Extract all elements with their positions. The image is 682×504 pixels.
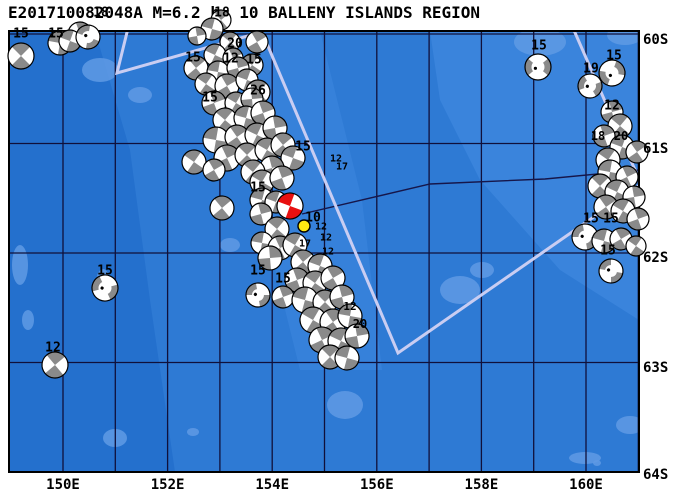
depth-label: 10 [305,211,321,226]
latitude-label: 64S [643,467,668,483]
focal-mechanism-beachball [202,158,226,182]
depth-label: 17 [299,239,311,250]
focal-mechanism-beachball [280,145,306,171]
depth-label: 15 [600,244,616,259]
depth-label: 15 [13,27,29,42]
depth-label: 12 [604,99,620,114]
plot-title: E201710082048A M=6.2 h= 10 BALLENY ISLAN… [8,3,481,22]
depth-label: 12 [330,154,342,165]
focal-mechanism-beachball [625,235,647,257]
depth-label: 15 [583,212,599,227]
focal-mechanism-beachball [598,59,626,87]
latitude-label: 60S [643,32,668,48]
focal-mechanism-beachball [329,284,355,310]
depth-label: 15 [246,53,262,68]
focal-mechanism-beachball [626,207,650,231]
depth-label: 26 [250,84,266,99]
bathymetry-patch [616,416,639,434]
depth-label: 15 [275,272,291,287]
longitude-label: 158E [465,477,499,493]
focal-mechanism-beachball [226,56,250,80]
depth-label: 15 [606,49,622,64]
depth-label: 15 [250,181,266,196]
bathymetry-patch [187,428,199,436]
depth-label: 18 [214,6,230,21]
depth-label: 15 [531,39,547,54]
focal-mechanism-beachball [187,26,207,46]
focal-mechanism-beachball [200,17,224,41]
depth-label: 15 [250,264,266,279]
bathymetry-patch [569,452,601,464]
depth-label: 15 [202,91,218,106]
focal-mechanism-beachball [271,285,295,309]
graticule [9,31,639,472]
bathymetry-patch [607,31,639,45]
bathymetry-patch [593,460,601,466]
epicenter-dot [297,219,311,233]
focal-mechanism-beachball [299,306,327,334]
focal-mechanism-beachball [91,274,119,302]
focal-mechanism-beachball [41,351,69,379]
latitude-label: 62S [643,250,668,266]
bathymetry-patch [22,310,34,330]
focal-mechanism-beachball [577,73,603,99]
focal-mechanism-beachball [75,24,101,50]
depth-label: 20 [614,129,628,143]
focal-mechanism-beachball [257,245,283,271]
focal-mechanism-beachball [344,323,370,349]
longitude-label: 150E [46,477,80,493]
latitude-label: 63S [643,360,668,376]
depth-label: 12 [315,222,327,233]
bathymetry-patch [440,276,480,304]
focal-mechanism-beachball [598,258,624,284]
depth-label: 20 [353,317,367,331]
depth-label: 12 [343,300,356,313]
main-event-beachball [276,192,304,220]
bathymetry-patch [12,245,28,285]
depth-label: 12 [322,247,334,258]
focal-mechanism-beachball [194,72,218,96]
depth-label: 12 [45,341,61,356]
bathymetry-patch [128,87,152,103]
axis-labels: 150E 152E 154E 156E 158E 160E 60S 61S 62S 63S 64S [46,32,668,493]
depth-label: 12 [223,52,239,67]
focal-mechanism-beachball [245,30,269,54]
depth-label: 15 [603,212,619,227]
depth-label: 19 [583,62,599,77]
depth-label: 20 [227,37,243,52]
depth-label: 17 [336,162,348,173]
focal-mechanism-beachball [245,282,271,308]
bathymetry-patch [327,391,363,419]
focal-mechanism-beachball [625,140,649,164]
focal-mechanism-beachball [209,195,235,221]
latitude-label: 61S [643,141,668,157]
focal-mechanism-beachball [334,345,360,371]
longitude-label: 156E [360,477,394,493]
depth-label: 15 [48,27,64,42]
focal-mechanism-beachball [524,53,552,81]
depth-label: 18 [591,129,605,143]
focal-mechanism-beachball [269,165,295,191]
longitude-label: 160E [569,477,603,493]
depth-label: 15 [185,51,201,66]
focal-mechanisms [7,9,650,379]
longitude-label: 154E [255,477,289,493]
bathymetry-patch [82,58,118,82]
bathymetry-patch [220,238,240,252]
depth-label: 15 [97,264,113,279]
focal-mechanism-beachball [249,202,273,226]
longitude-label: 152E [151,477,185,493]
bathymetry-patch [514,31,566,56]
focal-mechanism-beachball [592,124,616,148]
depth-label: 12 [320,233,332,244]
plate-boundary-line [301,169,639,215]
depth-label: 18 [93,6,109,21]
focal-mechanism-beachball [7,42,35,70]
depth-label: 15 [295,140,311,155]
